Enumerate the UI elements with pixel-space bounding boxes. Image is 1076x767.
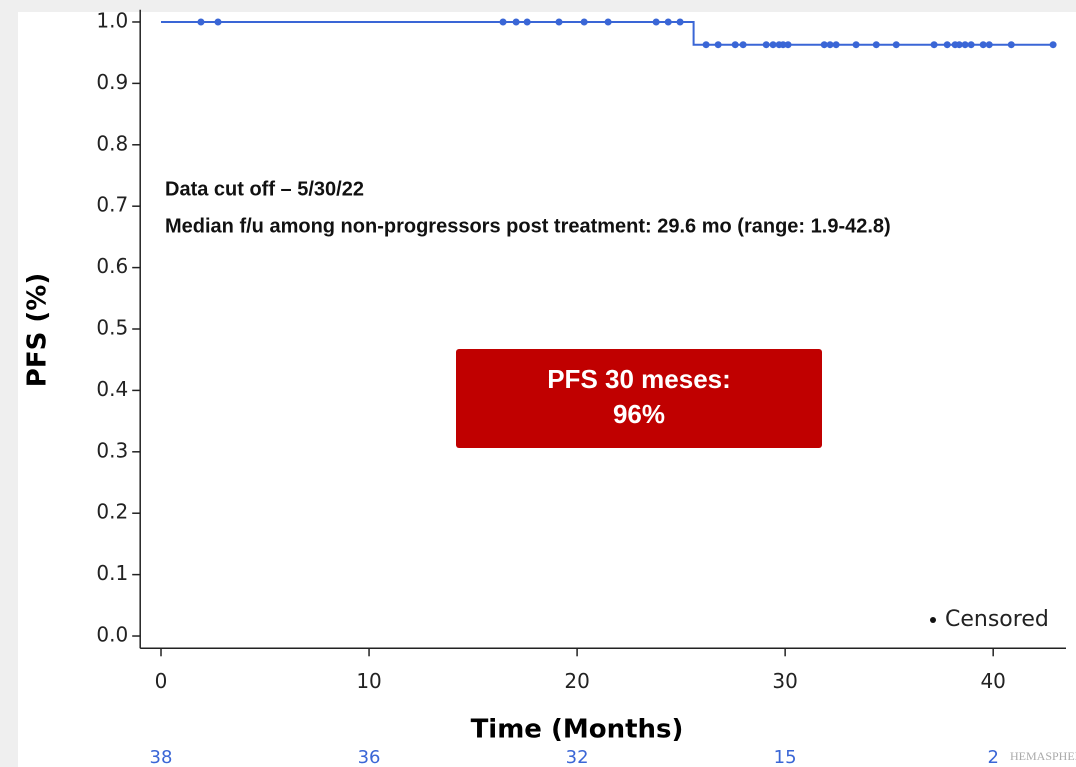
- y-tick-label: 1.0: [96, 8, 128, 32]
- x-tick-label: 20: [564, 669, 589, 693]
- y-tick-label: 0.0: [96, 623, 128, 647]
- x-axis-title: Time (Months): [471, 715, 684, 745]
- x-tick-label: 30: [772, 669, 797, 693]
- censor-mark: [1049, 41, 1057, 49]
- censor-mark: [1007, 41, 1015, 49]
- y-tick-label: 0.9: [96, 70, 128, 94]
- censor-mark: [784, 41, 792, 49]
- highlight-text: 96%: [613, 399, 665, 429]
- censor-mark: [961, 41, 969, 49]
- censor-mark: [762, 41, 770, 49]
- censor-mark: [852, 41, 860, 49]
- annotation: Data cut off – 5/30/22: [165, 178, 364, 200]
- at-risk-count: 38: [150, 747, 173, 767]
- censor-mark: [967, 41, 975, 49]
- censor-mark: [604, 18, 612, 26]
- legend-marker: [930, 617, 936, 623]
- censor-mark: [512, 18, 520, 26]
- x-tick-label: 40: [980, 669, 1005, 693]
- censor-mark: [714, 41, 722, 49]
- censor-mark: [580, 18, 588, 26]
- censor-mark: [197, 18, 205, 26]
- at-risk-count: 32: [566, 747, 589, 767]
- highlight-text: PFS 30 meses:: [547, 364, 731, 394]
- y-tick-label: 0.8: [96, 131, 128, 155]
- censor-mark: [555, 18, 563, 26]
- censor-mark: [779, 41, 787, 49]
- censor-mark: [979, 41, 987, 49]
- y-tick-label: 0.2: [96, 500, 128, 524]
- at-risk-count: 15: [774, 747, 797, 767]
- y-tick-label: 0.7: [96, 193, 128, 217]
- censor-mark: [985, 41, 993, 49]
- censor-mark: [955, 41, 963, 49]
- censor-mark: [499, 18, 507, 26]
- censor-mark: [676, 18, 684, 26]
- y-tick-label: 0.6: [96, 254, 128, 278]
- censor-mark: [214, 18, 222, 26]
- censor-mark: [872, 41, 880, 49]
- censor-mark: [652, 18, 660, 26]
- at-risk-count: 36: [358, 747, 381, 767]
- watermark: HEMASPHERE: [1010, 749, 1076, 763]
- censor-mark: [664, 18, 672, 26]
- annotation: Median f/u among non-progressors post tr…: [165, 215, 891, 237]
- censor-mark: [769, 41, 777, 49]
- x-tick-label: 10: [356, 669, 381, 693]
- censor-mark: [523, 18, 531, 26]
- censor-mark: [892, 41, 900, 49]
- y-tick-label: 0.3: [96, 438, 128, 462]
- y-tick-label: 0.4: [96, 377, 128, 401]
- censor-mark: [826, 41, 834, 49]
- censor-mark: [943, 41, 951, 49]
- censor-mark: [832, 41, 840, 49]
- censor-mark: [731, 41, 739, 49]
- censor-mark: [702, 41, 710, 49]
- y-axis-title: PFS (%): [23, 273, 53, 387]
- legend-label: Censored: [945, 607, 1049, 632]
- at-risk-count: 2: [987, 747, 998, 767]
- highlight-box: [456, 349, 822, 448]
- x-tick-label: 0: [155, 669, 168, 693]
- y-tick-label: 0.1: [96, 561, 128, 585]
- y-tick-label: 0.5: [96, 316, 128, 340]
- censor-mark: [820, 41, 828, 49]
- censor-mark: [930, 41, 938, 49]
- censor-mark: [739, 41, 747, 49]
